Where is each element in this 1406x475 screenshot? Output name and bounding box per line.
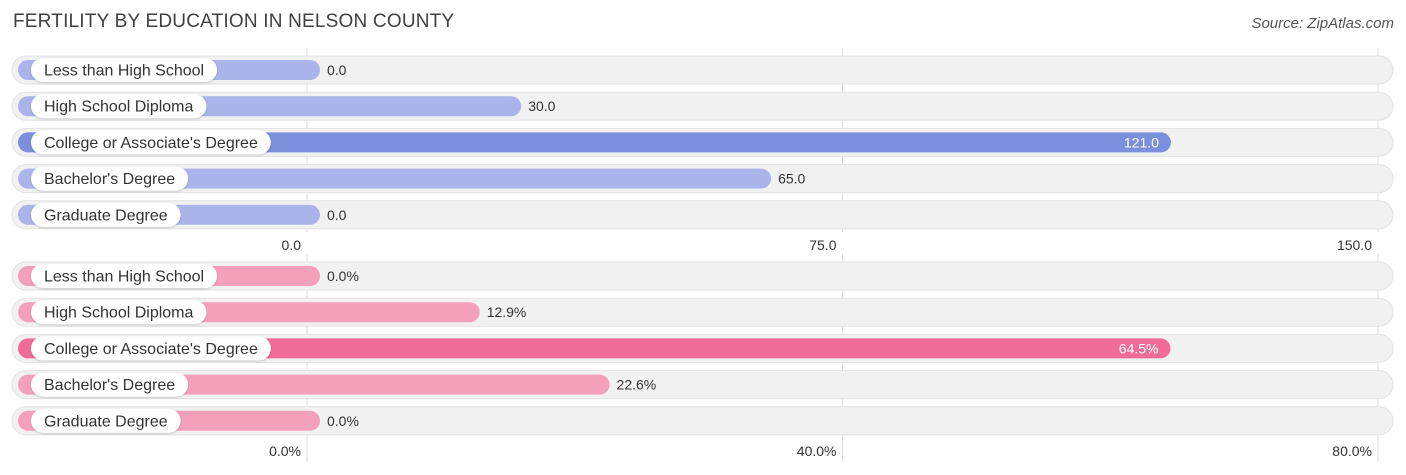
value-label: 65.0 (778, 171, 805, 187)
axis-tick-label: 0.0 (282, 237, 302, 253)
category-label-pill (31, 130, 271, 155)
value-label: 22.6% (617, 377, 657, 393)
bar (18, 338, 1171, 359)
category-label-pill (31, 166, 189, 191)
axis-tick-label: 150.0 (1337, 237, 1372, 253)
axis-tick-label: 0.0% (269, 443, 301, 459)
category-label: Graduate Degree (44, 413, 168, 430)
category-label-pill (31, 94, 207, 119)
value-label: 64.5% (1119, 340, 1159, 356)
category-label-pill (31, 264, 218, 288)
category-label: Bachelor's Degree (44, 171, 175, 188)
value-label: 30.0 (528, 98, 555, 114)
category-label-pill (31, 372, 189, 397)
category-label-pill (31, 408, 181, 433)
category-label: Less than High School (44, 63, 204, 80)
axis-tick-label: 80.0% (1332, 443, 1372, 459)
axis-tick-label: 75.0 (809, 237, 836, 253)
bar-track (11, 55, 1394, 85)
category-label: Less than High School (44, 269, 204, 286)
bar-track (11, 200, 1394, 230)
value-label: 12.9% (487, 304, 527, 320)
category-label-pill (31, 336, 271, 361)
value-label: 0.0 (327, 207, 347, 223)
category-label: College or Associate's Degree (44, 341, 258, 358)
chart-source: Source: ZipAtlas.com (1251, 15, 1394, 32)
category-label: Graduate Degree (44, 207, 168, 224)
category-label-pill (31, 300, 207, 325)
bar-track (11, 261, 1394, 291)
category-label: High School Diploma (44, 99, 194, 116)
bar (18, 168, 772, 189)
value-label: 0.0 (327, 62, 347, 78)
category-label: Bachelor's Degree (44, 377, 175, 394)
bar-track (11, 406, 1394, 436)
axis-tick-label: 40.0% (797, 443, 837, 459)
category-label-pill (31, 202, 181, 227)
category-label-pill (31, 58, 218, 82)
value-label: 0.0% (327, 268, 359, 284)
category-label: High School Diploma (44, 305, 194, 322)
bar (18, 132, 1171, 153)
value-label: 121.0 (1124, 134, 1159, 150)
value-label: 0.0% (327, 413, 359, 429)
category-label: College or Associate's Degree (44, 135, 258, 152)
chart-title: FERTILITY BY EDUCATION IN NELSON COUNTY (13, 11, 455, 32)
